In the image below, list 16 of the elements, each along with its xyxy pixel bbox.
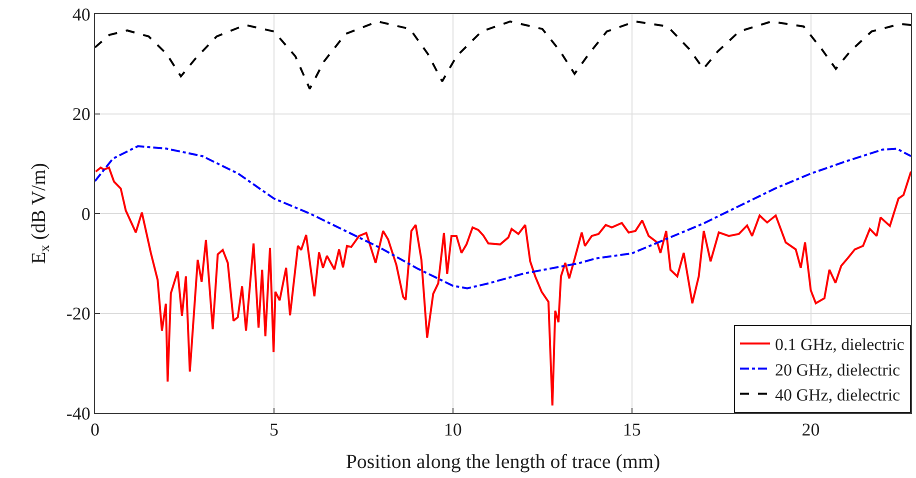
legend-label: 0.1 GHz, dielectric: [775, 335, 905, 354]
x-tick-label: 20: [802, 420, 820, 440]
x-tick-label: 10: [444, 420, 462, 440]
y-tick-label: 0: [81, 204, 90, 224]
x-tick-label: 5: [269, 420, 278, 440]
line-series: [95, 145, 911, 290]
line-series: [95, 166, 911, 407]
y-tick-label: -20: [66, 304, 90, 324]
x-tick-label: 15: [622, 420, 641, 440]
legend-label: 40 GHz, dielectric: [775, 385, 901, 404]
y-tick-label: 40: [72, 4, 90, 24]
line-series: [95, 20, 911, 90]
x-axis-title: Position along the length of trace (mm): [346, 451, 660, 474]
y-tick-label: -40: [66, 403, 90, 424]
y-tick-label: 20: [72, 104, 90, 124]
legend-label: 20 GHz, dielectric: [775, 360, 901, 380]
